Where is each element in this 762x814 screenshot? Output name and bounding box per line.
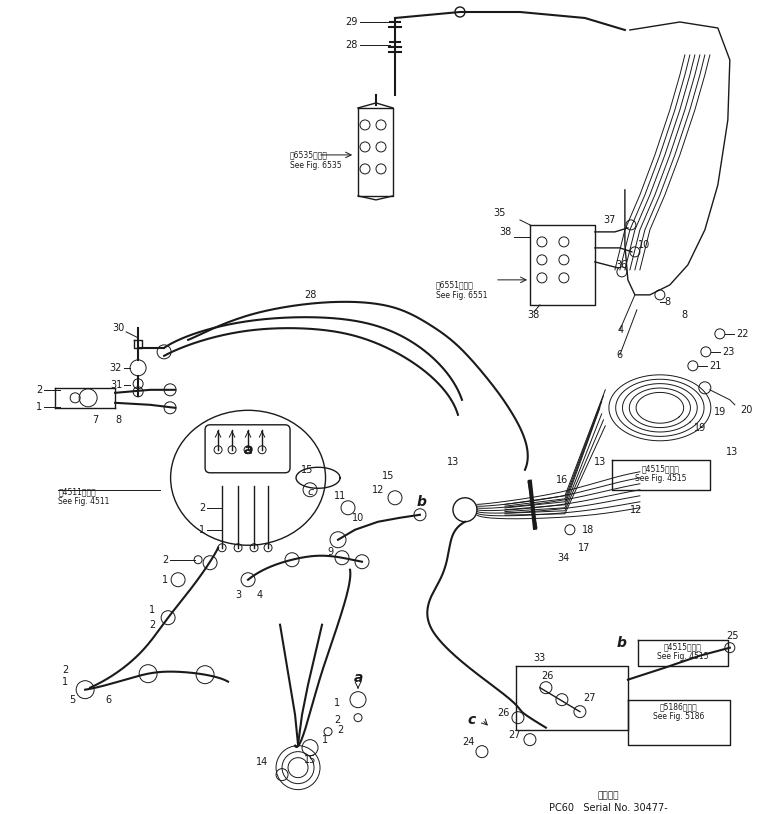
Text: 17: 17 [578,543,591,553]
Text: 13: 13 [726,447,738,457]
Text: 5: 5 [69,694,75,705]
Text: 30: 30 [112,323,124,333]
Text: 27: 27 [584,693,596,702]
Text: a: a [354,671,363,685]
Text: 4: 4 [257,589,263,600]
Text: 36: 36 [616,260,628,270]
Text: 1: 1 [334,698,340,707]
Text: 23: 23 [722,347,735,357]
Text: 15: 15 [301,465,313,475]
Text: 10: 10 [638,240,650,250]
Text: 12: 12 [630,505,642,514]
Text: b: b [417,495,427,509]
Text: 26: 26 [497,707,509,718]
Text: 1: 1 [322,735,328,745]
Text: 19: 19 [694,422,706,433]
Text: 7: 7 [92,415,98,425]
Text: 4: 4 [618,325,624,335]
Text: 第5186図参照
See Fig. 5186: 第5186図参照 See Fig. 5186 [653,702,705,721]
Text: 8: 8 [665,297,671,307]
Text: 12: 12 [372,485,384,495]
Text: 33: 33 [534,653,546,663]
Text: 34: 34 [558,553,570,562]
Text: 25: 25 [726,631,738,641]
Text: 16: 16 [555,475,568,485]
Text: 6: 6 [105,694,111,705]
Text: 24: 24 [462,737,474,746]
Text: 21: 21 [709,361,721,371]
Text: 15: 15 [304,755,316,764]
Text: 19: 19 [714,407,726,417]
Text: 15: 15 [382,470,394,481]
Text: 38: 38 [499,227,511,237]
Text: 28: 28 [346,40,358,50]
Text: c: c [307,487,313,497]
Text: 2: 2 [337,724,343,735]
Text: 11: 11 [334,491,346,501]
Text: 8: 8 [682,310,688,320]
Text: 31: 31 [110,380,122,390]
Text: 13: 13 [447,457,459,466]
Text: 2: 2 [62,665,68,675]
Text: 37: 37 [604,215,616,225]
Text: 18: 18 [582,525,594,535]
Text: 1: 1 [62,676,68,687]
Text: 27: 27 [509,729,521,740]
Text: 9: 9 [327,547,333,557]
Text: 29: 29 [346,17,358,27]
Text: 28: 28 [304,290,316,300]
Text: 8: 8 [115,415,121,425]
Text: 13: 13 [594,457,606,466]
Text: 1: 1 [36,402,42,412]
Text: 1: 1 [162,575,168,584]
Text: 2: 2 [149,619,155,630]
Text: 3: 3 [235,589,241,600]
Text: 1: 1 [199,525,205,535]
Text: 第6551図参照
See Fig. 6551: 第6551図参照 See Fig. 6551 [436,280,488,300]
Text: 適用号機: 適用号機 [597,791,619,800]
Text: 38: 38 [528,310,540,320]
Text: 1: 1 [149,605,155,615]
Text: 2: 2 [36,385,42,395]
Text: 14: 14 [256,757,268,767]
Text: 35: 35 [494,208,506,218]
Text: 第4511図参照
See Fig. 4511: 第4511図参照 See Fig. 4511 [58,487,110,506]
Text: 22: 22 [736,329,748,339]
Text: c: c [468,713,476,727]
Text: 26: 26 [542,671,554,681]
Text: 20: 20 [740,405,752,415]
Text: 第4515図参照
See Fig. 4515: 第4515図参照 See Fig. 4515 [635,464,687,484]
Text: 6: 6 [616,350,623,360]
Text: b: b [617,636,627,650]
Text: 第4515図参照
See Fig. 4515: 第4515図参照 See Fig. 4515 [657,642,709,662]
Text: a: a [243,443,253,457]
Text: 2: 2 [334,715,340,724]
Text: 2: 2 [199,503,205,513]
Text: 2: 2 [162,554,168,565]
Text: 第6535図参照
See Fig. 6535: 第6535図参照 See Fig. 6535 [290,151,341,169]
Text: 32: 32 [110,363,122,373]
Text: PC60   Serial No. 30477-: PC60 Serial No. 30477- [549,803,668,812]
Text: 10: 10 [352,513,364,523]
